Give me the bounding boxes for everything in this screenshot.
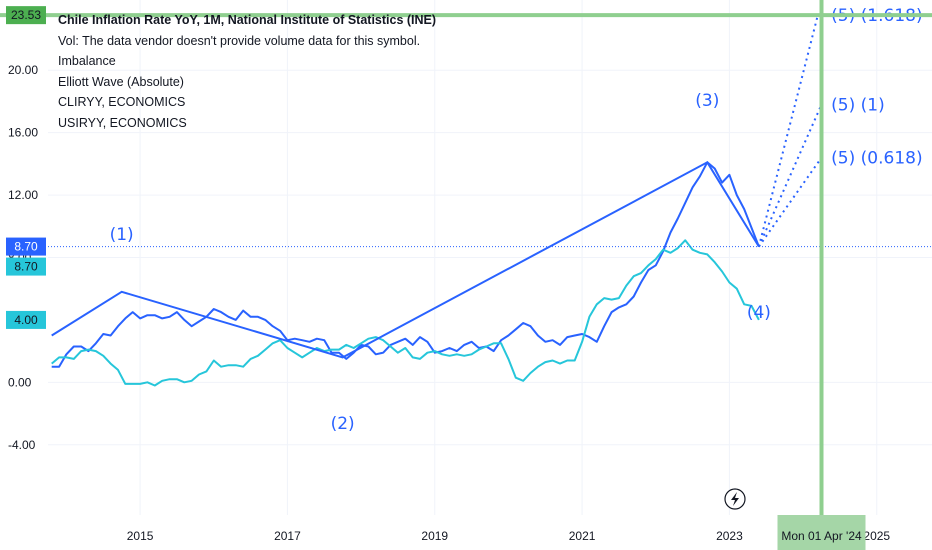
y-tick-label: 20.00	[8, 63, 38, 77]
series-layer	[48, 161, 932, 387]
price-badge	[6, 6, 46, 25]
elliott-wave-line[interactable]	[51, 160, 760, 359]
x-tick-label: 2019	[421, 529, 448, 543]
elliott-wave-label[interactable]: (5) (1)	[831, 96, 885, 116]
elliott-wave-projection[interactable]	[758, 157, 823, 248]
legend-volume-note: Vol: The data vendor doesn't provide vol…	[58, 33, 421, 48]
x-tick-label: 2025	[863, 529, 890, 543]
elliott-wave-projection[interactable]	[757, 14, 819, 247]
chart-grid	[48, 0, 932, 515]
x-axis: 2015 2017 2019 2021 2023 2025	[127, 529, 891, 543]
x-tick-label: 2017	[274, 529, 301, 543]
series-line	[51, 161, 760, 368]
lightning-replay-icon[interactable]	[724, 488, 746, 510]
x-tick-label: 2015	[127, 529, 154, 543]
price-badges: 23.53 8.70 8.70 4.00	[6, 6, 46, 329]
crosshair-x-label: Mon 01 Apr '24	[781, 529, 862, 543]
legend-indicator-imbalance[interactable]: Imbalance	[58, 54, 116, 68]
legend-symbol-cliryy[interactable]: CLIRYY, ECONOMICS	[58, 95, 186, 109]
series-line	[51, 239, 760, 387]
elliott-wave-label[interactable]: (2)	[331, 414, 355, 434]
price-badge	[6, 257, 46, 276]
crosshair-x-label-bg	[777, 515, 866, 550]
legend-title[interactable]: Chile Inflation Rate YoY, 1M, National I…	[58, 13, 437, 27]
x-tick-label: 2021	[569, 529, 596, 543]
price-badge-label: 8.70	[14, 240, 38, 254]
x-tick-label: 2023	[716, 529, 743, 543]
elliott-wave-label[interactable]: (1)	[110, 225, 134, 245]
price-badge-label: 8.70	[14, 260, 38, 274]
chart-legend: Chile Inflation Rate YoY, 1M, National I…	[58, 10, 436, 133]
legend-symbol-usiryy[interactable]: USIRYY, ECONOMICS	[58, 115, 187, 130]
y-tick-label: 16.00	[8, 126, 38, 140]
price-badge-label: 23.53	[11, 8, 41, 22]
y-tick-label: -4.00	[8, 438, 36, 452]
elliott-wave-label[interactable]: (5) (0.618)	[831, 149, 922, 169]
price-badge	[6, 310, 46, 329]
y-tick-label: 0.00	[8, 375, 32, 389]
elliott-wave-label[interactable]: (4)	[747, 303, 771, 323]
y-tick-label: 12.00	[8, 188, 38, 202]
price-badge-label: 4.00	[14, 313, 38, 327]
legend-indicator-elliott-wave[interactable]: Elliott Wave (Absolute)	[58, 74, 184, 89]
elliott-wave-projection[interactable]	[757, 104, 823, 247]
price-badge	[6, 237, 46, 256]
elliott-wave-label[interactable]: (3)	[695, 91, 719, 111]
